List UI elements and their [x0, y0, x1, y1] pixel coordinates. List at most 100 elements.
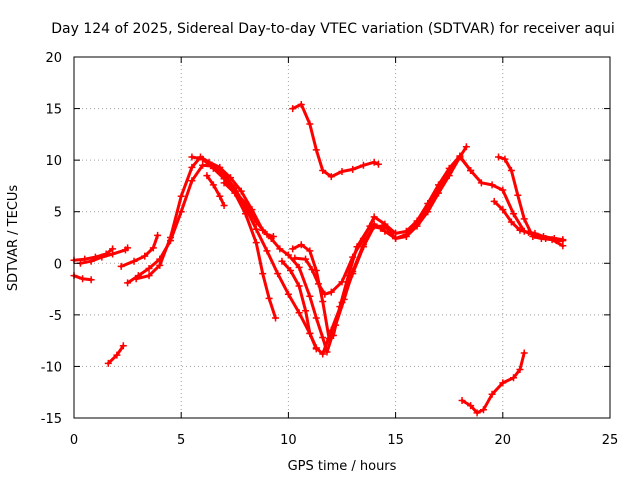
data-point — [531, 229, 539, 237]
data-point — [272, 314, 280, 322]
series-line — [119, 233, 160, 268]
data-point — [203, 172, 211, 180]
data-point — [242, 210, 250, 218]
y-tick-label: -15 — [41, 412, 62, 427]
y-axis-label: SDTVAR / TECUs — [6, 185, 21, 292]
x-tick-label: 25 — [602, 433, 619, 448]
data-point — [319, 166, 327, 174]
data-point — [252, 225, 260, 233]
series-line — [134, 155, 565, 354]
series-line — [78, 246, 130, 265]
data-point — [269, 232, 277, 240]
data-point — [252, 239, 260, 247]
data-point — [319, 350, 327, 358]
y-tick-label: 5 — [54, 206, 62, 221]
data-point — [141, 252, 149, 260]
data-point — [312, 146, 320, 154]
y-tick-label: 10 — [45, 154, 62, 169]
data-point — [488, 181, 496, 189]
data-point — [149, 244, 157, 252]
series-arc-15 — [495, 153, 567, 250]
series-arc-9 — [203, 172, 228, 210]
data-point — [188, 163, 196, 171]
data-point — [319, 297, 327, 305]
data-point — [312, 345, 320, 353]
data-point — [263, 247, 271, 255]
data-point — [130, 257, 138, 265]
data-point — [462, 143, 470, 151]
data-point — [359, 161, 367, 169]
data-point — [344, 272, 352, 280]
data-point — [507, 166, 515, 174]
data-point — [473, 409, 481, 417]
y-tick-label: 0 — [54, 257, 62, 272]
data-point — [145, 272, 153, 280]
data-point — [366, 222, 374, 230]
data-point — [199, 155, 207, 163]
data-point — [336, 303, 344, 311]
series-arc-2 — [70, 272, 95, 284]
data-point — [113, 351, 121, 359]
data-point — [381, 227, 389, 235]
data-point — [209, 181, 217, 189]
data-point — [559, 242, 567, 250]
data-point — [353, 243, 361, 251]
data-point — [510, 374, 518, 382]
chart-title: Day 124 of 2025, Sidereal Day-to-day VTE… — [51, 21, 614, 37]
data-point — [319, 334, 327, 342]
data-point — [188, 153, 196, 161]
data-point — [306, 329, 314, 337]
data-point — [488, 390, 496, 398]
data-point — [338, 167, 346, 175]
data-point — [295, 309, 303, 317]
data-point — [338, 278, 346, 286]
data-point — [327, 173, 335, 181]
data-point — [467, 166, 475, 174]
data-point — [220, 179, 228, 187]
data-point — [525, 228, 533, 236]
series-line — [205, 174, 226, 207]
y-tick-label: 20 — [45, 51, 62, 66]
data-point — [467, 402, 475, 410]
data-point — [434, 181, 442, 189]
axes: 0 5 10 15 20 25 -15 -10 -5 0 5 10 15 20 — [41, 51, 619, 448]
data-point — [516, 226, 524, 234]
data-point — [327, 288, 335, 296]
data-point — [297, 241, 305, 249]
data-point — [520, 349, 528, 357]
data-point — [231, 189, 239, 197]
data-point — [312, 267, 320, 275]
series-arc-16 — [490, 197, 567, 244]
data-point — [289, 105, 297, 113]
series-arc-8 — [117, 231, 162, 270]
series-arc-5 — [124, 143, 470, 358]
data-point — [287, 267, 295, 275]
data-point — [284, 251, 292, 259]
data-point — [154, 231, 162, 239]
data-point — [306, 247, 314, 255]
data-point — [242, 199, 250, 207]
y-tick-label: -5 — [49, 309, 62, 324]
y-tick-label: 15 — [45, 103, 62, 118]
data-point — [166, 234, 174, 241]
data-point — [291, 254, 299, 262]
series-arc-4 — [104, 342, 127, 367]
data-traces — [70, 100, 567, 417]
data-point — [392, 229, 400, 237]
data-point — [349, 165, 357, 173]
data-point — [220, 202, 228, 210]
data-point — [402, 227, 410, 235]
data-point — [177, 208, 185, 216]
data-point — [540, 232, 548, 240]
data-point — [284, 290, 292, 298]
data-point — [507, 218, 515, 226]
data-point — [145, 264, 153, 272]
x-tick-label: 15 — [387, 433, 404, 448]
series-line — [126, 145, 468, 356]
data-point — [119, 342, 127, 350]
data-point — [323, 348, 331, 356]
data-point — [132, 275, 140, 283]
data-point — [445, 164, 453, 172]
data-point — [199, 161, 207, 169]
